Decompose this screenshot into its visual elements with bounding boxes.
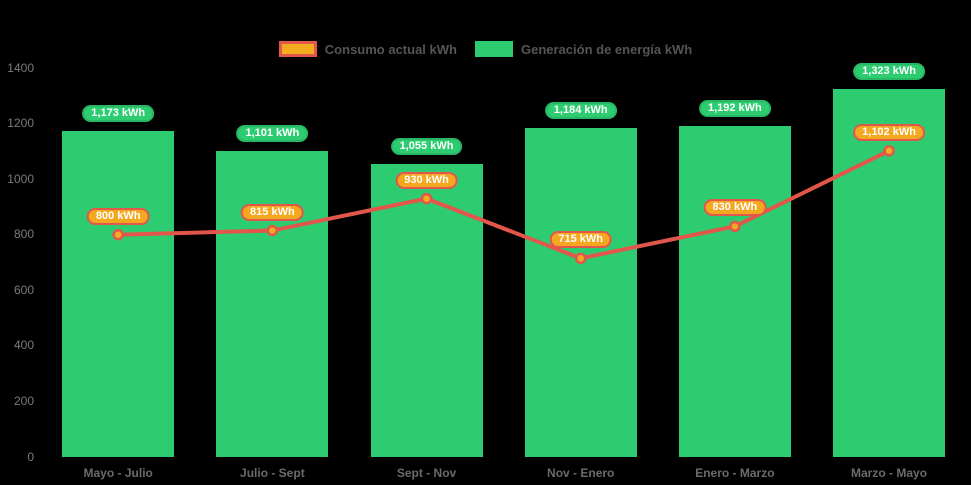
legend-label-generacion: Generación de energía kWh <box>520 41 693 57</box>
legend-item-consumo[interactable]: Consumo actual kWh <box>278 41 457 57</box>
consumption-value-label: 930 kWh <box>395 171 458 189</box>
x-axis-category-label: Sept - Nov <box>396 466 457 480</box>
generation-bar[interactable] <box>370 163 483 457</box>
y-axis-tick-label: 0 <box>27 449 34 464</box>
y-axis-tick-label: 400 <box>13 338 34 353</box>
consumption-value-label: 715 kWh <box>549 231 613 249</box>
chart-legend: Consumo actual kWh Generación de energía… <box>0 40 971 58</box>
generation-value-label: 1,323 kWh <box>853 63 925 81</box>
x-axis-category-label: Marzo - Mayo <box>851 466 928 480</box>
y-axis-tick-label: 600 <box>13 282 34 297</box>
generation-value-label: 1,192 kWh <box>698 99 771 117</box>
legend-label-consumo: Consumo actual kWh <box>324 41 457 57</box>
y-axis-tick-label: 1000 <box>7 171 34 186</box>
generation-value-label: 1,101 kWh <box>236 125 309 143</box>
generation-bar[interactable] <box>678 125 791 457</box>
y-axis-tick-label: 1400 <box>7 60 34 75</box>
x-axis-category-label: Enero - Marzo <box>695 466 775 480</box>
generation-bar[interactable] <box>833 89 946 457</box>
x-axis-category-label: Julio - Sept <box>240 466 305 480</box>
legend-swatch-generacion <box>474 41 513 57</box>
generation-value-label: 1,055 kWh <box>390 137 463 155</box>
y-axis-tick-label: 1200 <box>7 116 34 131</box>
legend-item-generacion[interactable]: Generación de energía kWh <box>474 41 693 57</box>
generation-bar[interactable] <box>216 151 329 457</box>
consumption-value-label: 815 kWh <box>241 203 304 221</box>
x-axis-category-label: Mayo - Julio <box>83 466 153 480</box>
legend-swatch-consumo <box>278 41 317 57</box>
consumption-value-label: 1,102 kWh <box>853 123 925 141</box>
consumption-value-label: 830 kWh <box>703 199 767 217</box>
generation-value-label: 1,184 kWh <box>544 102 617 120</box>
y-axis-tick-label: 200 <box>13 393 34 408</box>
generation-value-label: 1,173 kWh <box>82 105 155 123</box>
generation-bar[interactable] <box>62 131 175 457</box>
y-axis-tick-label: 800 <box>13 227 34 242</box>
x-axis-category-label: Nov - Enero <box>547 466 615 480</box>
generation-bar[interactable] <box>524 128 637 457</box>
consumption-value-label: 800 kWh <box>86 207 150 225</box>
